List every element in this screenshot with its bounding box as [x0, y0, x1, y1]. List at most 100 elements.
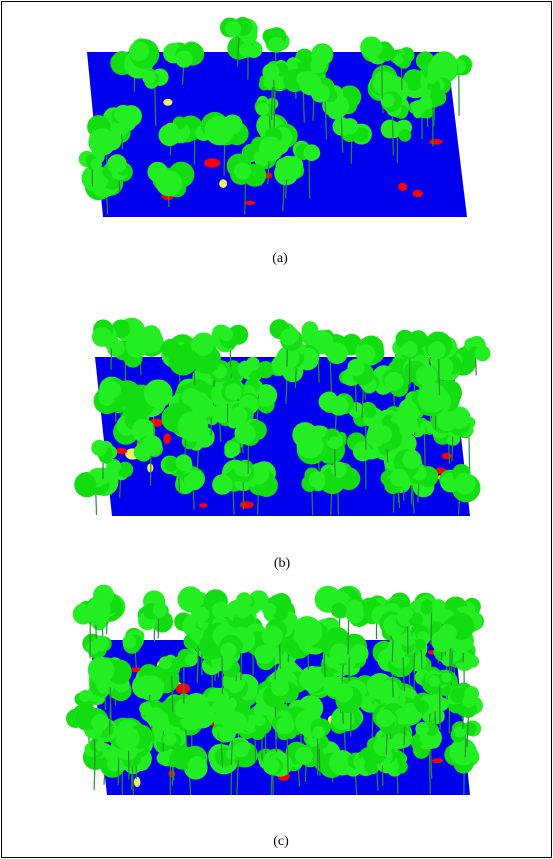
crown-part: [416, 700, 429, 713]
crown-part: [329, 396, 349, 416]
crown-part: [297, 432, 324, 459]
crown-part: [275, 159, 290, 174]
debris: [134, 777, 141, 787]
crown-part: [88, 128, 116, 156]
caption: (b): [274, 556, 291, 571]
crown-part: [234, 162, 251, 179]
crown-part: [295, 747, 313, 765]
crown-part: [363, 406, 376, 419]
crown-part: [143, 675, 163, 695]
crown-part: [159, 656, 172, 669]
crown-part: [330, 643, 350, 663]
crown-part: [312, 726, 325, 739]
crown-part: [188, 756, 207, 775]
crown-part: [429, 675, 440, 686]
debris: [442, 453, 452, 459]
crown-part: [342, 118, 358, 134]
crown-part: [256, 103, 269, 116]
crown-part: [400, 607, 414, 621]
crown-part: [219, 327, 233, 341]
crown-part: [178, 411, 208, 441]
crown-part: [346, 605, 364, 623]
crown-part: [475, 345, 491, 361]
crown-part: [163, 733, 176, 746]
crown-part: [360, 36, 382, 58]
debris: [245, 201, 255, 205]
debris: [204, 158, 220, 167]
crown-part: [449, 738, 476, 765]
crown-part: [426, 73, 437, 84]
crown-part: [225, 21, 241, 37]
crown-part: [157, 752, 170, 765]
crown-part: [402, 341, 418, 357]
crown-part: [175, 454, 192, 471]
crown-part: [394, 55, 404, 65]
crown-part: [432, 599, 446, 613]
crown-part: [185, 653, 198, 666]
crown-part: [91, 159, 102, 170]
crown-part: [92, 327, 112, 347]
crown-part: [115, 726, 139, 750]
crown-part: [75, 473, 96, 494]
crown-part: [92, 635, 108, 651]
crown-part: [254, 715, 265, 726]
crown-part: [220, 642, 236, 658]
debris: [163, 433, 171, 444]
crown-part: [399, 129, 412, 142]
debris: [429, 139, 443, 145]
crown-part: [123, 635, 137, 649]
crown-part: [225, 383, 242, 400]
crown-part: [331, 462, 347, 478]
crown-part: [262, 64, 279, 81]
crown-part: [263, 603, 276, 616]
crown-part: [280, 329, 297, 346]
crown-part: [299, 73, 321, 95]
crown-part: [153, 603, 167, 617]
crown-part: [103, 381, 121, 399]
crown-part: [233, 742, 249, 758]
debris: [219, 179, 227, 188]
crown-part: [331, 602, 346, 617]
crown-part: [373, 737, 392, 756]
crown-part: [142, 71, 156, 85]
crown-part: [255, 645, 274, 664]
crown-part: [454, 726, 466, 738]
crown-part: [79, 690, 91, 702]
debris: [432, 758, 443, 763]
crown-part: [105, 748, 119, 762]
crown-part: [415, 639, 426, 650]
figure: (a) (b) (c): [0, 0, 553, 859]
crown-part: [229, 407, 247, 425]
caption: (c): [273, 834, 289, 849]
crown-part: [134, 443, 152, 461]
crown-part: [193, 335, 214, 356]
crown-part: [225, 442, 240, 457]
crown-part: [114, 105, 132, 123]
crown-part: [271, 678, 289, 696]
crown-part: [238, 361, 253, 376]
crown-part: [292, 616, 322, 646]
crown-part: [276, 716, 294, 734]
crown-part: [263, 757, 280, 774]
crown-part: [110, 156, 126, 172]
crown-part: [91, 440, 107, 456]
crown-part: [269, 37, 285, 53]
crown-part: [144, 379, 173, 408]
debris: [163, 99, 172, 106]
crown-part: [126, 335, 149, 358]
crown-part: [234, 601, 251, 618]
caption: (a): [272, 251, 288, 266]
crown-part: [326, 342, 348, 364]
debris: [398, 183, 407, 191]
crown-part: [441, 672, 451, 682]
crown-part: [234, 423, 255, 444]
crown-part: [385, 372, 404, 391]
crown-part: [376, 709, 394, 727]
crown-part: [381, 120, 400, 139]
crown-part: [347, 359, 364, 376]
crown-part: [329, 436, 341, 448]
crown-part: [418, 383, 448, 413]
debris: [199, 503, 207, 508]
crown-part: [234, 462, 249, 477]
crown-part: [129, 41, 149, 61]
